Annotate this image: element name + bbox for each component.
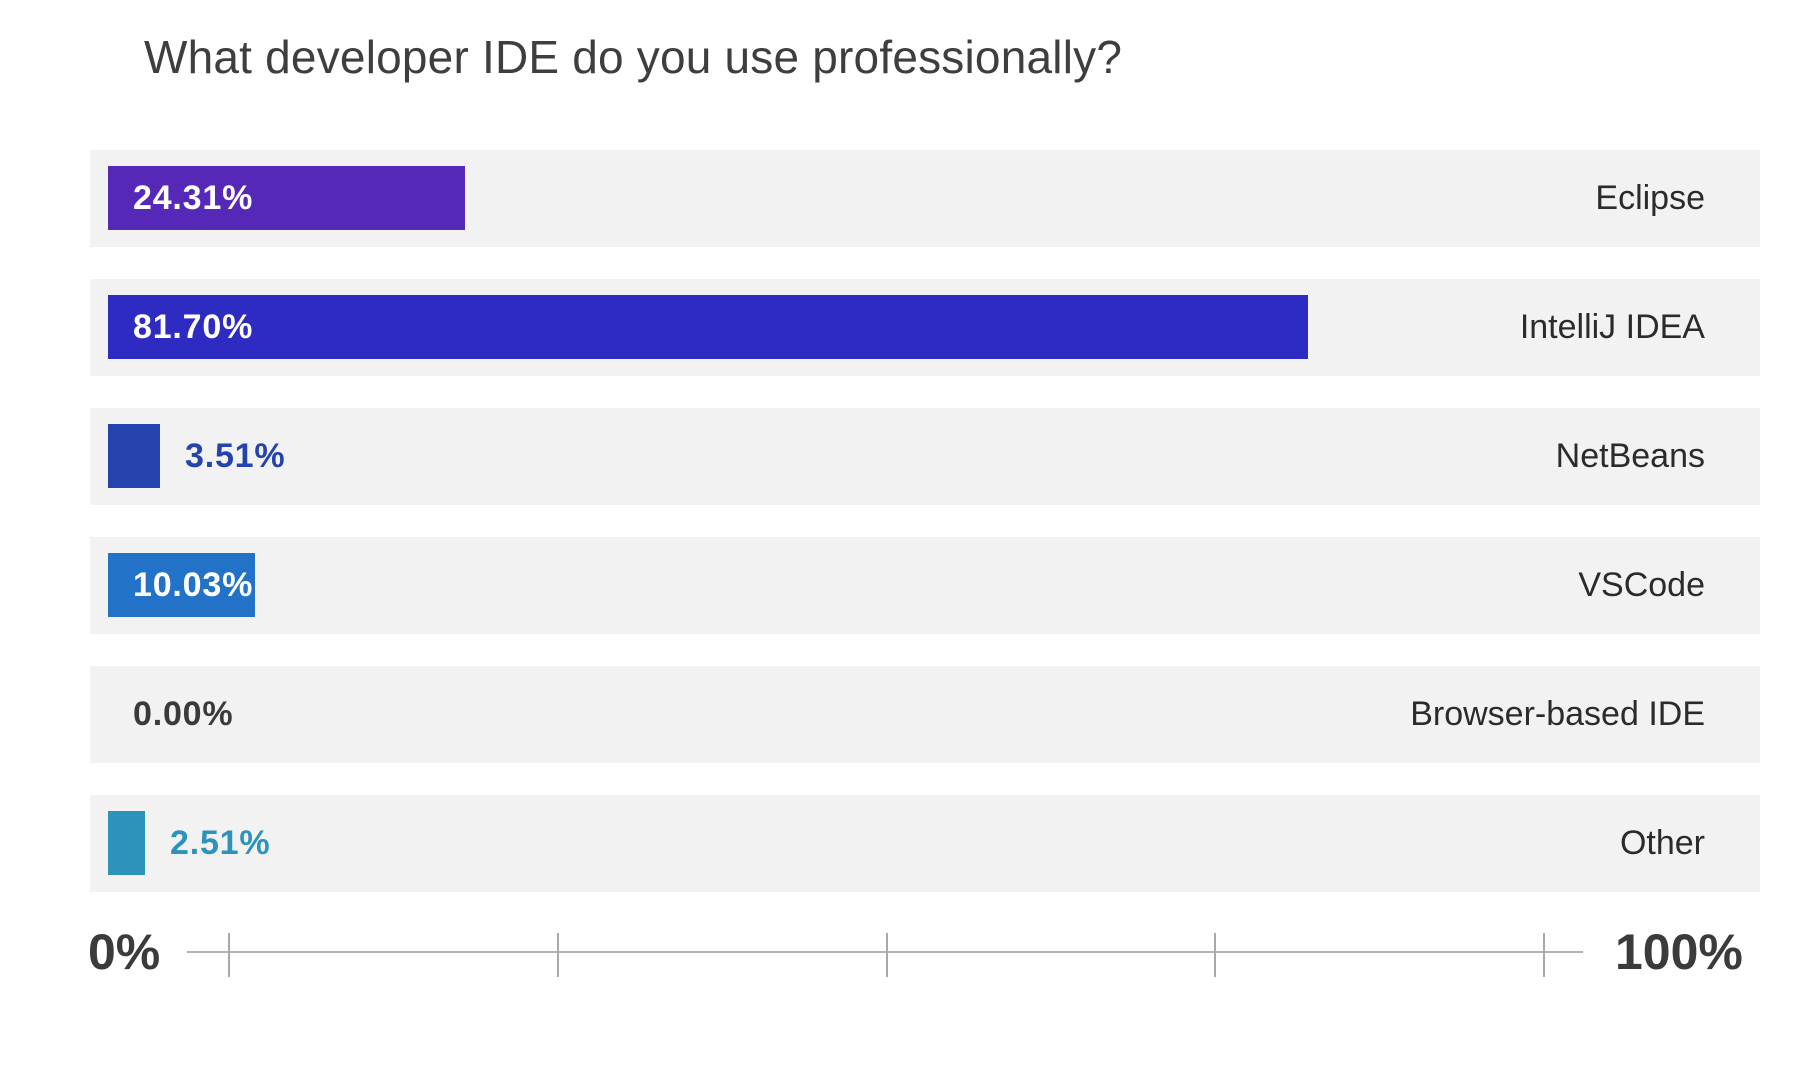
category-label: VSCode xyxy=(1578,566,1705,604)
x-axis-tick xyxy=(557,933,559,977)
bar-value-label: 3.51% xyxy=(185,437,286,475)
chart-row-track: 2.51% Other xyxy=(90,795,1760,892)
x-axis-tick xyxy=(1543,933,1545,977)
category-label: Eclipse xyxy=(1595,179,1705,217)
bar-value-label: 81.70% xyxy=(133,308,254,346)
x-axis-line xyxy=(187,951,1583,953)
chart-row-track: 0.00% Browser-based IDE xyxy=(90,666,1760,763)
chart-row-track: 3.51% NetBeans xyxy=(90,408,1760,505)
chart-bar xyxy=(108,811,145,875)
x-axis-tick xyxy=(1214,933,1216,977)
x-axis-max-label: 100% xyxy=(1615,924,1743,980)
bar-value-label: 2.51% xyxy=(170,824,271,862)
chart-row-track: 10.03% VSCode xyxy=(90,537,1760,634)
x-axis-tick xyxy=(886,933,888,977)
category-label: NetBeans xyxy=(1555,437,1705,475)
chart-bar xyxy=(108,424,160,488)
bar-value-label: 24.31% xyxy=(133,179,254,217)
category-label: IntelliJ IDEA xyxy=(1519,308,1705,346)
chart-bar xyxy=(108,295,1308,359)
chart-bar xyxy=(108,553,255,617)
bar-value-label: 0.00% xyxy=(133,695,234,733)
chart-rows: 24.31% Eclipse 81.70% IntelliJ IDEA 3.51% Net… xyxy=(90,150,1760,924)
chart-row-track: 81.70% IntelliJ IDEA xyxy=(90,279,1760,376)
bar-value-label: 10.03% xyxy=(133,566,254,604)
x-axis-min-label: 0% xyxy=(88,924,161,980)
chart-bar xyxy=(108,166,465,230)
category-label: Other xyxy=(1619,824,1705,862)
chart-title: What developer IDE do you use profession… xyxy=(144,31,1123,83)
x-axis-tick xyxy=(228,933,230,977)
chart-row-track: 24.31% Eclipse xyxy=(90,150,1760,247)
category-label: Browser-based IDE xyxy=(1410,695,1705,733)
